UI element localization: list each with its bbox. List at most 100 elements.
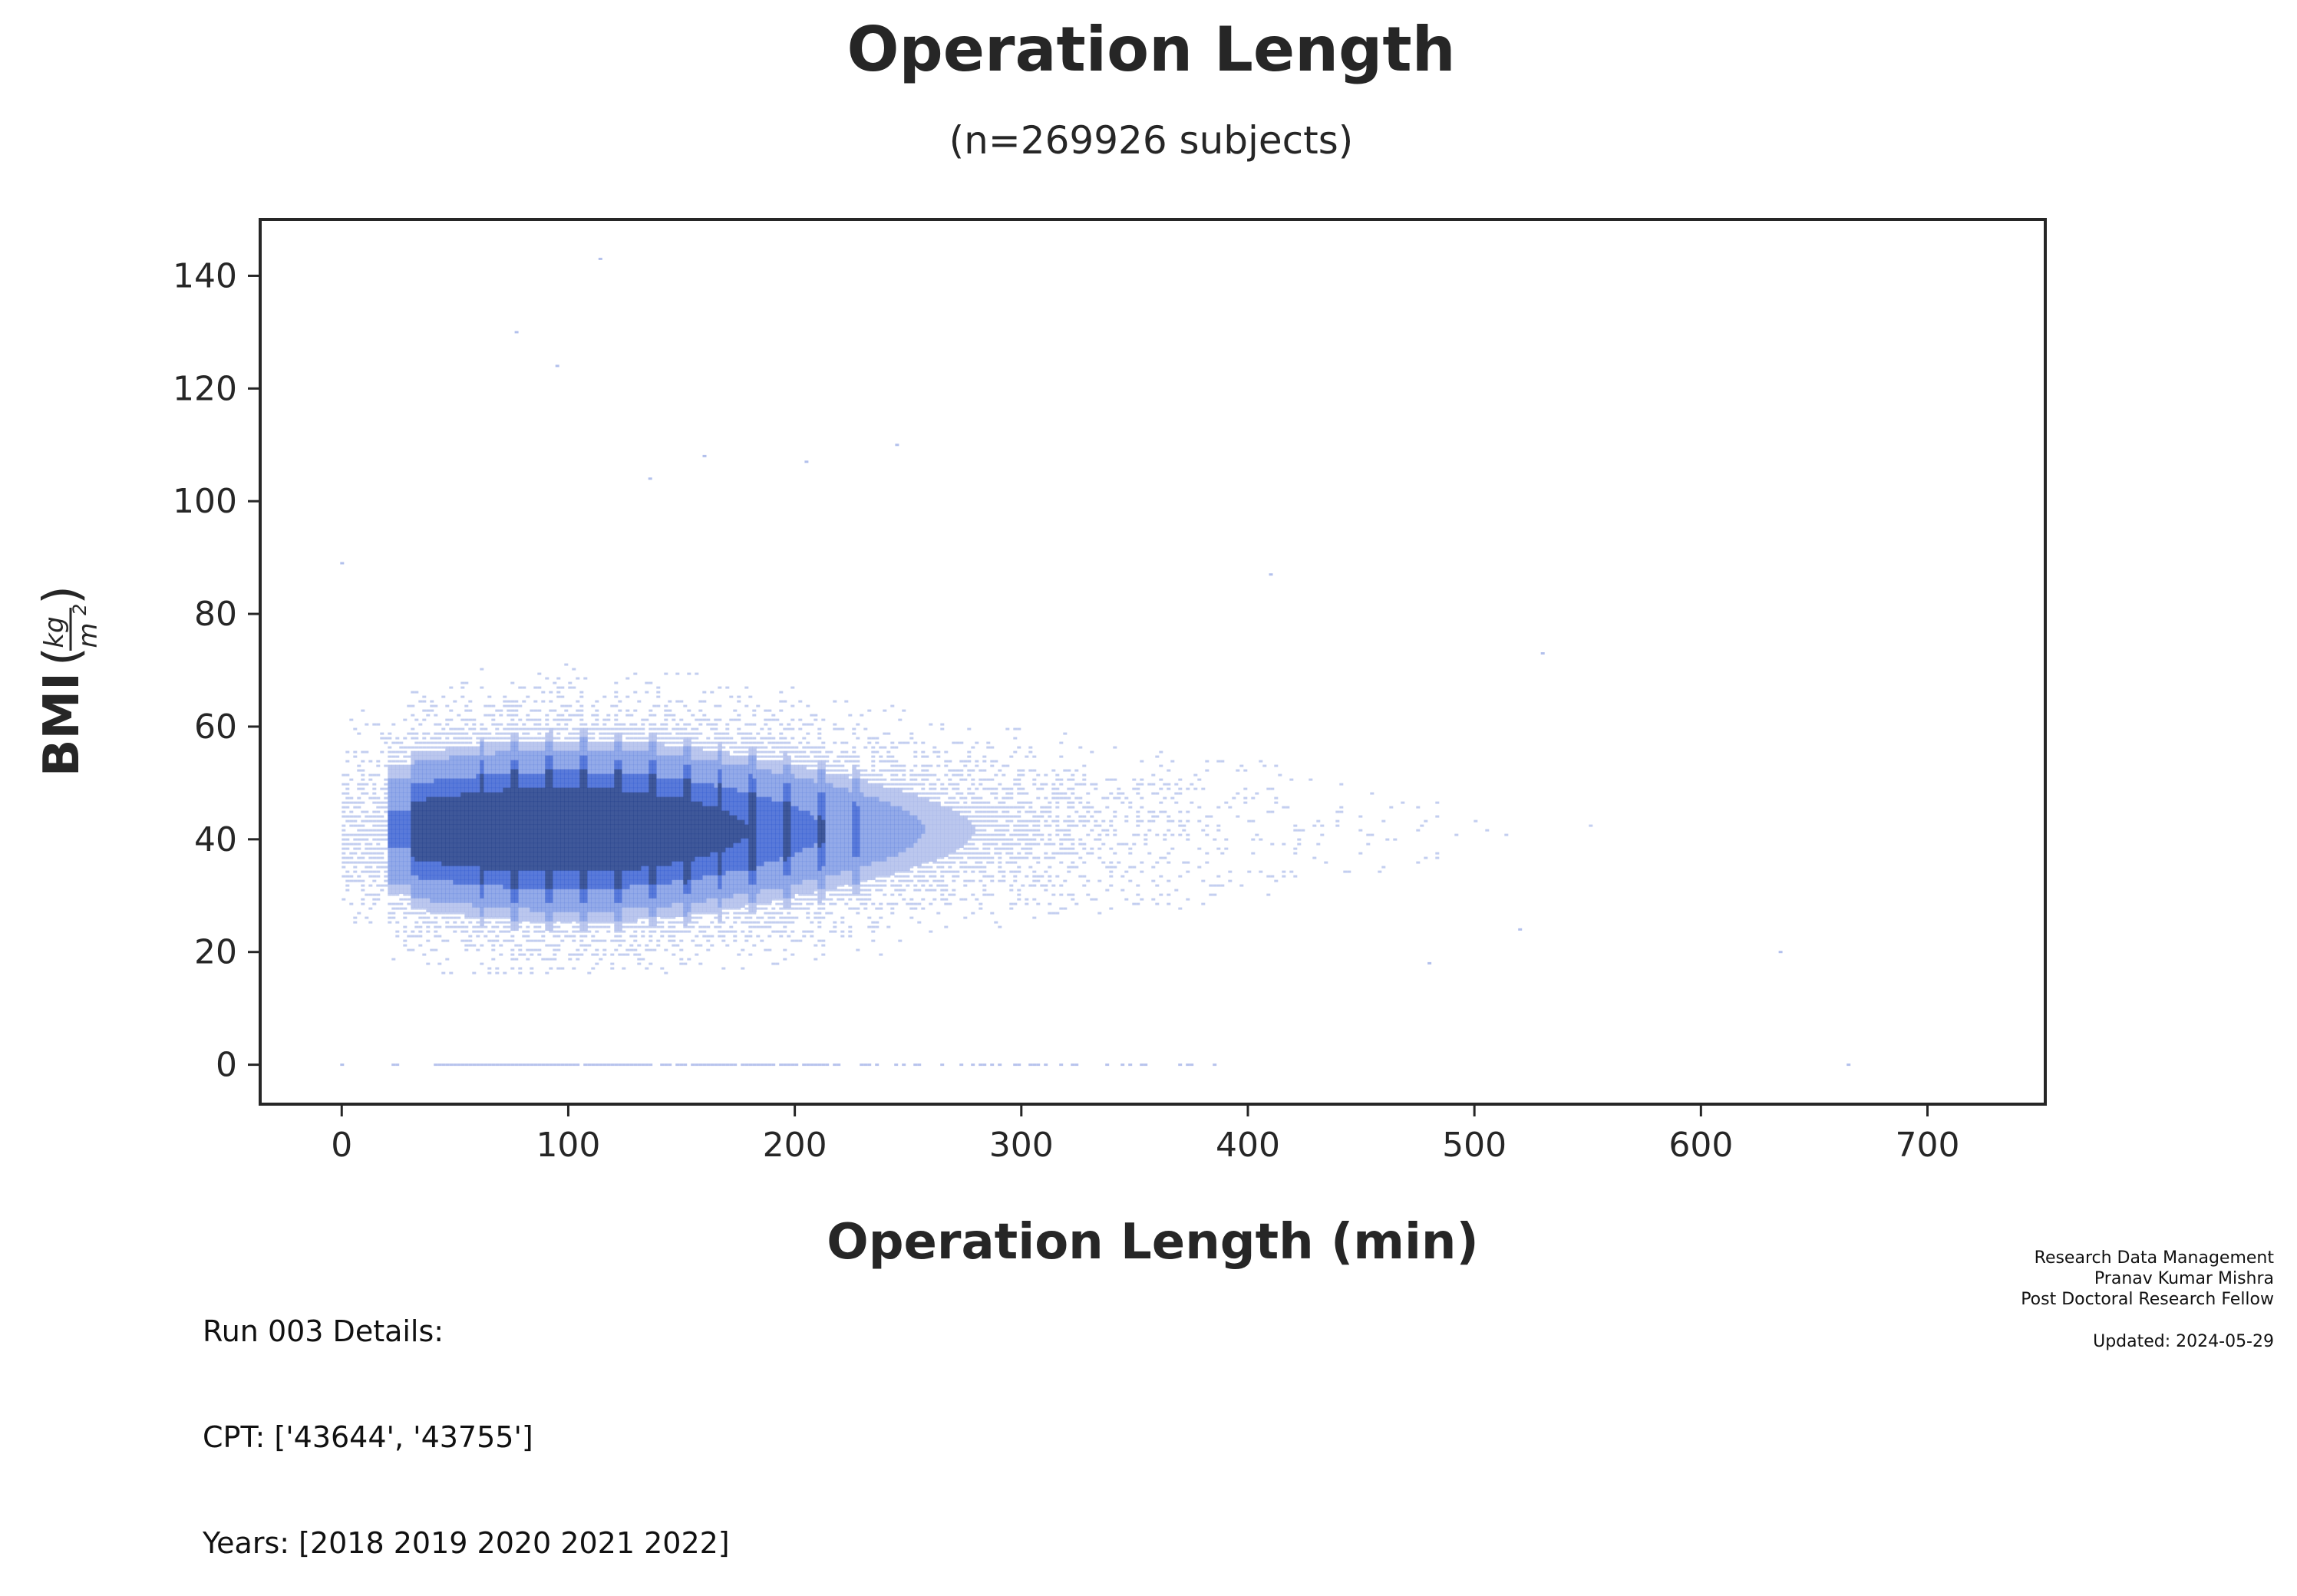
heatmap-cell bbox=[487, 824, 492, 830]
heatmap-cell bbox=[625, 833, 630, 839]
heatmap-cell bbox=[672, 806, 676, 812]
heatmap-cell bbox=[614, 815, 619, 821]
heatmap-cell bbox=[579, 939, 584, 942]
heatmap-cell bbox=[499, 916, 503, 919]
heatmap-cell bbox=[418, 787, 423, 793]
heatmap-cell bbox=[553, 921, 557, 924]
heatmap-cell bbox=[649, 907, 653, 913]
heatmap-cell bbox=[752, 787, 757, 793]
heatmap-cell bbox=[664, 732, 668, 735]
heatmap-cell bbox=[499, 879, 503, 885]
heatmap-cell bbox=[637, 787, 642, 793]
heatmap-cell bbox=[487, 930, 492, 933]
heatmap-cell bbox=[368, 921, 373, 924]
heatmap-cell bbox=[541, 852, 546, 858]
heatmap-cell bbox=[622, 893, 626, 899]
heatmap-cell bbox=[679, 843, 684, 849]
heatmap-cell bbox=[514, 856, 519, 862]
heatmap-cell bbox=[434, 704, 438, 707]
heatmap-cell bbox=[748, 847, 753, 853]
heatmap-cell bbox=[365, 723, 369, 726]
heatmap-cell bbox=[683, 783, 688, 789]
heatmap-cell bbox=[576, 824, 580, 830]
heatmap-cell bbox=[737, 898, 741, 904]
heatmap-cell bbox=[441, 847, 446, 853]
heatmap-cell bbox=[718, 755, 722, 761]
heatmap-cell bbox=[499, 709, 503, 712]
heatmap-cell bbox=[545, 815, 549, 821]
heatmap-cell bbox=[683, 875, 688, 881]
heatmap-cell bbox=[418, 838, 423, 844]
heatmap-cell bbox=[568, 732, 573, 735]
heatmap-cell bbox=[376, 824, 381, 827]
heatmap-cell bbox=[698, 852, 703, 858]
heatmap-cell bbox=[411, 787, 415, 793]
heatmap-cell bbox=[388, 810, 392, 816]
heatmap-cell bbox=[345, 870, 350, 873]
heatmap-cell bbox=[491, 912, 496, 918]
heatmap-cell bbox=[549, 893, 553, 899]
heatmap-cell bbox=[629, 889, 634, 895]
heatmap-cell bbox=[625, 916, 630, 922]
heatmap-cell bbox=[549, 884, 553, 890]
heatmap-cell bbox=[733, 852, 738, 858]
heatmap-cell bbox=[372, 879, 377, 882]
heatmap-cell bbox=[556, 778, 561, 784]
heatmap-cell bbox=[483, 778, 488, 784]
heatmap-cell bbox=[748, 801, 753, 807]
heatmap-cell bbox=[606, 819, 611, 826]
heatmap-cell bbox=[472, 925, 477, 928]
heatmap-cell bbox=[391, 819, 396, 826]
heatmap-cell bbox=[733, 866, 738, 872]
heatmap-cell bbox=[487, 815, 492, 821]
heatmap-cell bbox=[483, 801, 488, 807]
heatmap-cell bbox=[641, 760, 645, 766]
heatmap-cell bbox=[664, 856, 668, 862]
heatmap-cell bbox=[411, 889, 415, 895]
heatmap-cell bbox=[388, 889, 392, 895]
heatmap-cell bbox=[556, 792, 561, 798]
heatmap-cell bbox=[522, 700, 526, 703]
heatmap-cell bbox=[495, 902, 500, 908]
heatmap-cell bbox=[507, 709, 511, 712]
heatmap-cell bbox=[698, 778, 703, 784]
heatmap-cell bbox=[729, 879, 734, 885]
heatmap-cell bbox=[553, 847, 557, 853]
heatmap-cell bbox=[714, 787, 718, 793]
heatmap-cell bbox=[391, 912, 396, 915]
heatmap-cell bbox=[391, 829, 396, 835]
heatmap-cell bbox=[576, 792, 580, 798]
heatmap-cell bbox=[426, 916, 431, 919]
heatmap-cell bbox=[518, 856, 523, 862]
heatmap-cell bbox=[422, 843, 427, 849]
heatmap-cell bbox=[737, 727, 741, 730]
heatmap-cell bbox=[606, 801, 611, 807]
heatmap-cell bbox=[744, 921, 749, 924]
heatmap-cell bbox=[683, 764, 688, 770]
heatmap-cell bbox=[545, 773, 549, 780]
heatmap-cell bbox=[422, 824, 427, 830]
heatmap-cell bbox=[411, 893, 415, 899]
heatmap-cell bbox=[587, 755, 592, 761]
heatmap-cell bbox=[491, 893, 496, 899]
heatmap-cell bbox=[503, 930, 507, 933]
heatmap-cell bbox=[675, 902, 680, 908]
heatmap-cell bbox=[395, 796, 400, 803]
heatmap-cell bbox=[434, 737, 438, 740]
heatmap-cell bbox=[395, 815, 400, 821]
heatmap-cell bbox=[510, 893, 515, 899]
heatmap-cell bbox=[414, 750, 419, 757]
heatmap-cell bbox=[606, 866, 611, 872]
heatmap-cell bbox=[737, 769, 741, 775]
heatmap-cell bbox=[752, 902, 757, 908]
heatmap-cell bbox=[760, 889, 764, 895]
heatmap-cell bbox=[549, 866, 553, 872]
heatmap-cell bbox=[464, 704, 469, 707]
heatmap-cell bbox=[656, 769, 661, 775]
heatmap-cell bbox=[572, 879, 576, 885]
heatmap-cell bbox=[602, 824, 607, 830]
heatmap-cell bbox=[549, 750, 553, 757]
heatmap-cell bbox=[422, 718, 427, 721]
heatmap-cell bbox=[741, 741, 745, 744]
heatmap-cell bbox=[426, 861, 431, 867]
